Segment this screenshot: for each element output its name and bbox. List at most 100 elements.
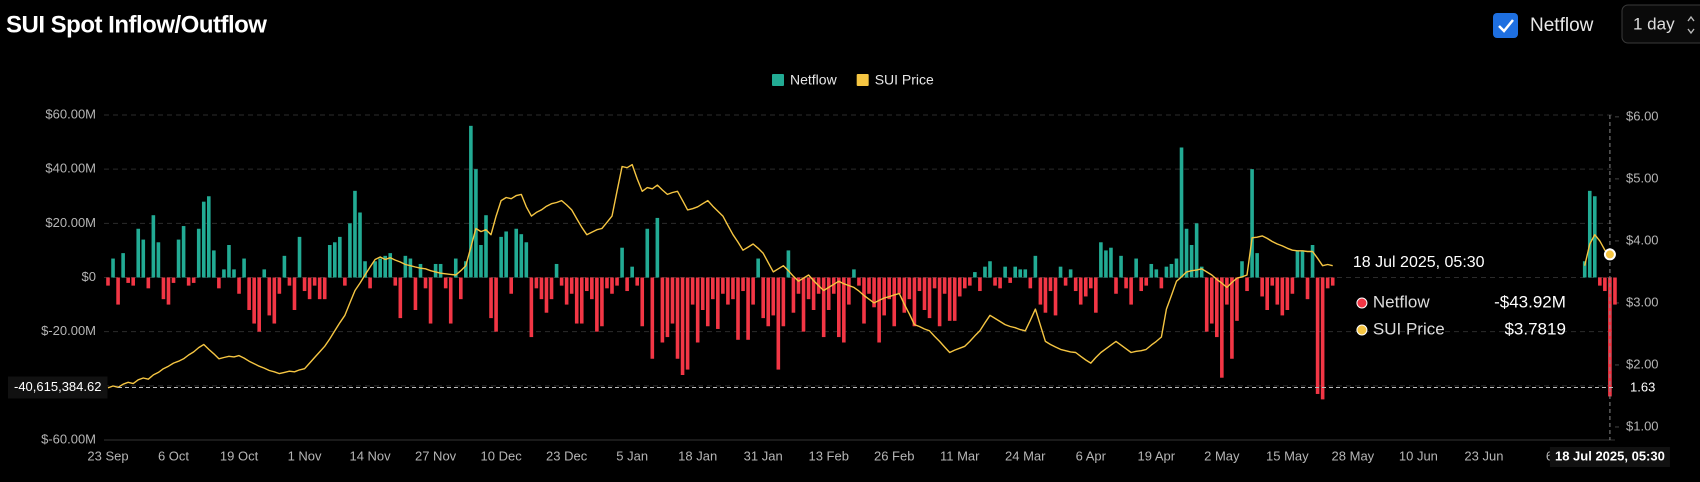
bar xyxy=(156,242,161,278)
bar xyxy=(1129,277,1133,305)
bar xyxy=(1078,277,1083,305)
x-highlight-label: 18 Jul 2025, 05:30 xyxy=(1555,448,1665,463)
bar xyxy=(317,277,322,300)
bar xyxy=(1008,277,1012,283)
bar xyxy=(191,277,196,283)
bar xyxy=(711,277,715,300)
bar xyxy=(675,277,680,359)
bar xyxy=(287,277,292,286)
bar xyxy=(801,277,806,332)
bar xyxy=(1063,277,1068,286)
bar xyxy=(1033,255,1038,278)
bar xyxy=(428,277,433,324)
bar xyxy=(1099,242,1103,278)
bar xyxy=(327,245,332,278)
x-tick-label: 10 Dec xyxy=(481,448,523,463)
y-tick-label: $60.00M xyxy=(45,106,96,121)
bar xyxy=(494,277,498,332)
netflow-toggle[interactable]: Netflow xyxy=(1493,13,1594,38)
bar xyxy=(1330,277,1335,286)
bar xyxy=(126,277,130,283)
bar xyxy=(453,258,458,278)
page-title: SUI Spot Inflow/Outflow xyxy=(6,11,267,38)
bar xyxy=(1179,147,1184,278)
bar xyxy=(1154,269,1159,278)
bar xyxy=(378,258,382,278)
bar xyxy=(993,277,997,286)
bar xyxy=(1295,250,1300,278)
bar xyxy=(534,277,539,289)
bar xyxy=(811,277,816,310)
bar xyxy=(166,277,171,305)
bar xyxy=(645,228,650,278)
select-arrows xyxy=(1687,15,1695,35)
bar xyxy=(776,277,781,370)
x-tick-label: 28 May xyxy=(1332,448,1375,463)
bar xyxy=(277,277,282,294)
bar xyxy=(499,236,503,278)
bar xyxy=(529,277,534,338)
bar xyxy=(1260,277,1264,297)
x-tick-label: 19 Oct xyxy=(220,448,259,463)
bar xyxy=(1270,277,1275,286)
y2-tick-label: $1.00 xyxy=(1626,418,1659,433)
select-value[interactable]: 1 day xyxy=(1633,14,1675,33)
bar xyxy=(171,277,176,283)
bar xyxy=(544,277,549,313)
bar xyxy=(1204,277,1209,332)
bar xyxy=(464,261,468,278)
bar xyxy=(519,234,524,278)
bar xyxy=(1089,277,1093,289)
bar xyxy=(973,272,977,278)
bar xyxy=(680,277,685,375)
y-tick-label: $40.00M xyxy=(45,161,96,176)
bar xyxy=(963,277,967,289)
bar xyxy=(842,277,846,343)
x-tick-label: 6 xyxy=(1546,448,1553,463)
bar xyxy=(217,277,221,289)
bar xyxy=(625,277,629,292)
tooltip-title: 18 Jul 2025, 05:30 xyxy=(1353,254,1485,271)
bar xyxy=(181,226,186,278)
tooltip-name: SUI Price xyxy=(1373,319,1445,338)
bar xyxy=(595,277,599,332)
bar xyxy=(1613,277,1617,305)
bar xyxy=(267,277,272,316)
bar xyxy=(983,266,987,278)
bar xyxy=(917,277,922,292)
bar xyxy=(136,228,141,278)
bar xyxy=(388,253,393,278)
bar xyxy=(302,277,307,292)
bar xyxy=(227,245,231,278)
bar xyxy=(121,253,125,278)
bar xyxy=(1184,228,1189,278)
bar xyxy=(892,277,897,327)
bar xyxy=(106,277,110,286)
bar xyxy=(947,277,952,321)
bar xyxy=(504,231,508,278)
toggle-label[interactable]: Netflow xyxy=(1530,15,1594,36)
bar xyxy=(1582,261,1587,278)
bar xyxy=(1290,277,1295,294)
legend-label: Netflow xyxy=(790,72,838,88)
checkbox[interactable] xyxy=(1493,13,1518,38)
bar xyxy=(489,277,493,319)
bar xyxy=(398,277,403,319)
bar xyxy=(927,277,932,319)
select-box[interactable] xyxy=(1621,4,1700,44)
legend-label: SUI Price xyxy=(875,72,934,88)
bar xyxy=(857,277,861,286)
bar xyxy=(957,277,962,297)
bar xyxy=(474,169,478,278)
bar xyxy=(1320,277,1325,400)
x-tick-label: 31 Jan xyxy=(744,448,783,463)
bar xyxy=(721,277,725,294)
bar xyxy=(610,277,614,294)
bar xyxy=(1149,263,1154,278)
interval-select[interactable]: 1 day xyxy=(1621,4,1700,44)
bar xyxy=(1230,277,1234,359)
bar xyxy=(1023,269,1028,278)
bar xyxy=(1250,169,1254,278)
bar xyxy=(867,277,871,294)
